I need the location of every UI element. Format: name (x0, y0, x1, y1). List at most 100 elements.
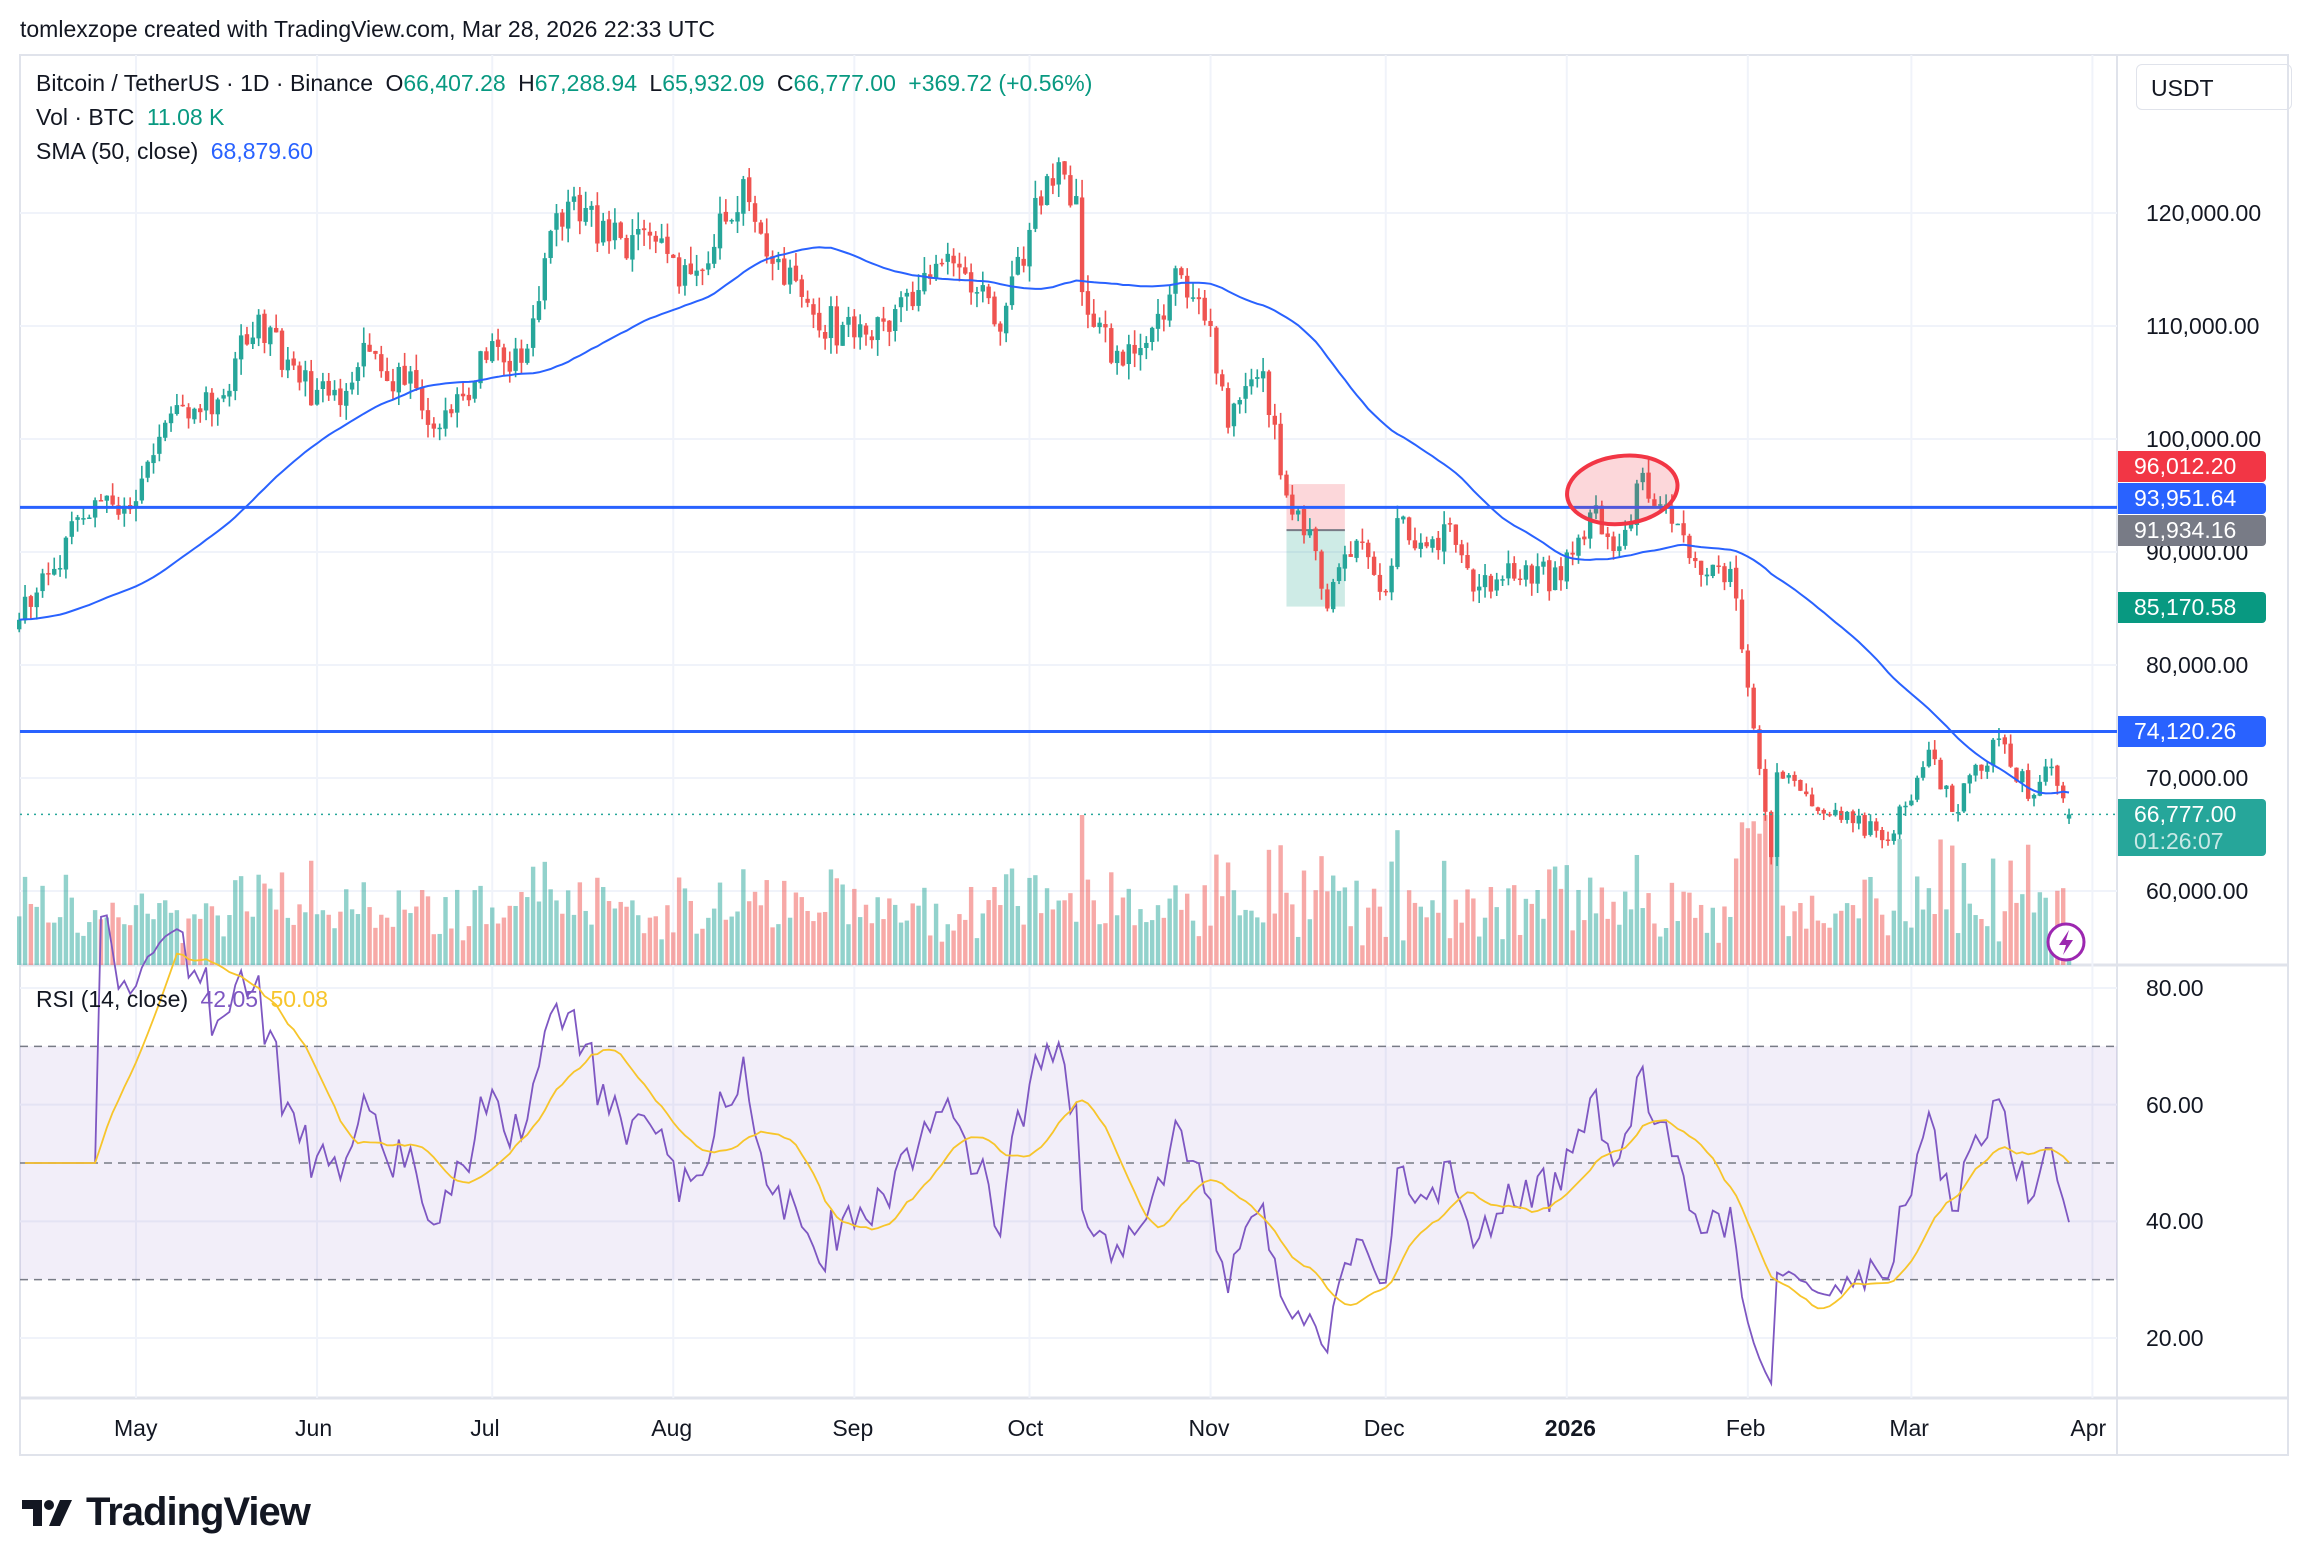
drawings (20, 453, 2117, 816)
volume-bar (2014, 902, 2019, 965)
candle (192, 408, 197, 420)
candle (1284, 474, 1289, 496)
candle (980, 285, 985, 292)
candle (822, 332, 828, 339)
rsi-label[interactable]: RSI (14, close) (36, 986, 189, 1012)
volume-bar (1757, 833, 1762, 965)
candle (957, 263, 962, 268)
volume-bar (1126, 888, 1131, 965)
volume-bar (198, 918, 203, 965)
volume-bar (1582, 920, 1587, 965)
candle (770, 256, 775, 264)
volume-bar (641, 933, 647, 965)
candle (133, 501, 139, 509)
candle (384, 371, 390, 381)
volume-bar (174, 910, 180, 965)
candle (910, 291, 915, 307)
candle (653, 235, 658, 242)
volume-bar (1996, 941, 2002, 965)
candle (1325, 589, 1330, 609)
candle (1903, 805, 1908, 808)
candle (1634, 483, 1640, 525)
time-axis-label: Oct (1007, 1415, 1044, 1441)
candle (1815, 807, 1821, 811)
candle (1406, 517, 1412, 541)
volume-bar (1809, 895, 1815, 965)
volume-bar (1704, 932, 1710, 965)
volume-bar (1751, 821, 1756, 965)
currency-selector[interactable]: USDT (2136, 64, 2292, 110)
candle (1477, 586, 1482, 591)
rsi-line (25, 914, 2070, 1387)
candle (1301, 509, 1307, 536)
sma-legend: SMA (50, close) 68,879.60 (36, 138, 319, 165)
symbol-name[interactable]: Bitcoin / TetherUS · 1D · Binance (36, 70, 374, 96)
volume-bar (1547, 869, 1552, 965)
tradingview-logo[interactable]: TradingView (22, 1490, 311, 1535)
candle (1033, 197, 1038, 229)
volume-bar (1862, 879, 1867, 965)
candle (1021, 258, 1026, 266)
candle (145, 461, 150, 478)
candle (1885, 839, 1891, 842)
candle (1552, 567, 1558, 591)
candle (1915, 777, 1920, 800)
volume-bar (904, 920, 910, 965)
candle (1149, 327, 1155, 343)
volume-bar (1856, 918, 1861, 965)
candle (1015, 256, 1021, 275)
volume-bar (653, 916, 658, 965)
volume-bar (419, 890, 425, 965)
candle (1728, 568, 1733, 582)
candle (1009, 276, 1015, 306)
candle (1138, 348, 1143, 356)
candle (595, 205, 600, 244)
volume-bar (787, 917, 793, 965)
volume-bar (863, 904, 869, 965)
volume-bar (846, 924, 851, 965)
candles (17, 157, 2072, 866)
low-value: 65,932.09 (662, 70, 765, 96)
candle (349, 382, 355, 390)
candle (986, 286, 991, 299)
volume-bar (875, 897, 880, 965)
candle (1687, 535, 1692, 559)
candle (1938, 759, 1943, 790)
volume-bar (1103, 923, 1108, 965)
candle (174, 405, 180, 415)
volume-bar (1424, 917, 1429, 965)
candle (221, 395, 226, 399)
candle (963, 267, 968, 274)
candle (606, 219, 612, 242)
volume-bar (1225, 862, 1231, 965)
volume-bar (1331, 875, 1336, 965)
volume-bar (1114, 915, 1120, 965)
volume-bar (1009, 868, 1015, 965)
volume-bar (1395, 830, 1400, 965)
volume-bar (957, 914, 962, 965)
volume-bar (1990, 858, 1996, 965)
volume-bar (1278, 845, 1283, 965)
volume-bar (1389, 861, 1394, 965)
candle (811, 304, 816, 315)
volume-bar (939, 941, 945, 965)
candle (1103, 324, 1108, 328)
volume-bar (595, 877, 600, 965)
volume-bar (793, 892, 799, 965)
volume-bar (752, 891, 758, 965)
volume-bar (1733, 858, 1739, 965)
volume-bar (852, 888, 857, 965)
candle (1944, 785, 1949, 790)
candle (1985, 765, 1990, 772)
candle (455, 394, 460, 413)
candle (1722, 566, 1727, 583)
candle (373, 350, 378, 354)
volume-bar (1301, 870, 1307, 965)
sma-label[interactable]: SMA (50, close) (36, 138, 199, 164)
volume-bar (1190, 920, 1196, 965)
lightning-icon[interactable] (2046, 922, 2086, 962)
candle (139, 478, 145, 501)
volume-label[interactable]: Vol · BTC (36, 104, 135, 130)
volume-bar (1243, 909, 1248, 965)
